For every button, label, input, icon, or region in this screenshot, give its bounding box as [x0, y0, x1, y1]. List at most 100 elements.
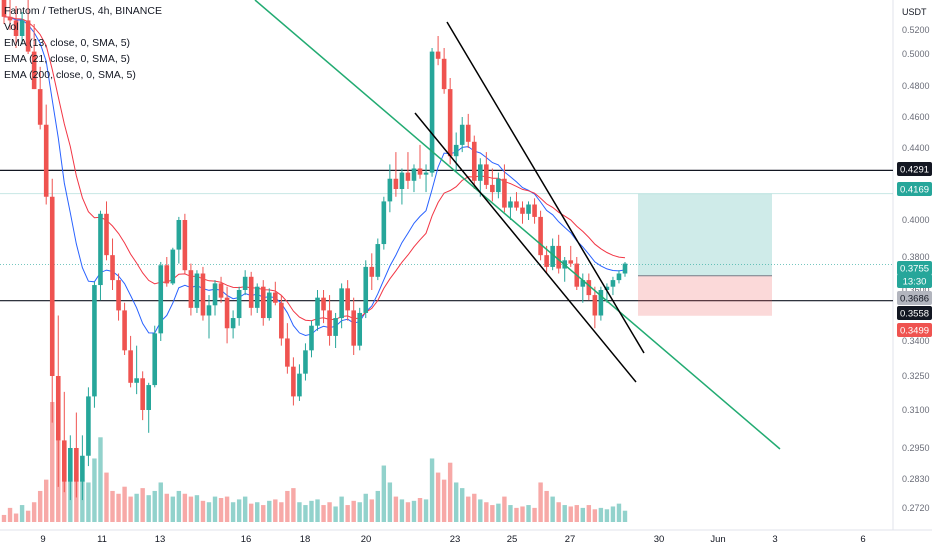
volume-bar [447, 462, 453, 522]
volume-bar [104, 472, 109, 522]
candle-body [309, 325, 314, 351]
volume-bar [98, 437, 103, 522]
volume-bar [550, 496, 555, 522]
volume-bar [92, 458, 97, 522]
x-tick-label: 16 [241, 534, 252, 545]
volume-bar [273, 499, 278, 522]
volume-bar [333, 506, 338, 522]
volume-bar [502, 496, 507, 522]
volume-bar [236, 499, 242, 522]
candle-body [61, 440, 67, 482]
price-tag: 0.3755 [897, 261, 932, 275]
indicator-ema21[interactable]: EMA (21, close, 0, SMA, 5) [4, 53, 131, 65]
volume-bar [460, 488, 465, 522]
x-tick-label: 27 [565, 534, 576, 545]
x-tick-label: 20 [361, 534, 372, 545]
volume-bar [170, 496, 176, 522]
volume-bar [381, 465, 387, 522]
price-tag-bg [897, 182, 932, 196]
candle-body [592, 295, 598, 316]
candle-body [37, 89, 43, 125]
volume-bar [25, 510, 31, 522]
volume-bar [44, 479, 49, 522]
x-tick-label: 13 [155, 534, 166, 545]
volume-bar [315, 499, 320, 522]
candle-body [25, 20, 31, 52]
candle-body [321, 297, 326, 311]
candle-body [478, 164, 483, 181]
candle-body [502, 178, 507, 208]
candle-body [538, 216, 543, 256]
candle-body [194, 273, 200, 308]
y-tick-label: 0.3250 [902, 371, 930, 381]
volume-bar [176, 490, 182, 522]
candle-body [285, 338, 290, 367]
volume-bar [387, 482, 393, 522]
candle-body [188, 270, 194, 308]
volume-bar [568, 506, 573, 522]
price-tag-bg [897, 162, 932, 176]
volume-bar [453, 482, 459, 522]
ema13-line [3, 16, 626, 337]
volume-bar [267, 500, 272, 522]
y-tick-label: 0.3800 [902, 252, 930, 262]
volume-bar [423, 499, 429, 522]
volume-bar [574, 505, 579, 522]
volume-bar [140, 488, 145, 522]
candle-body [224, 297, 230, 329]
y-tick-label: 0.2830 [902, 474, 930, 484]
y-tick-label: 0.4600 [902, 112, 930, 122]
price-tag-label: 0.3686 [900, 294, 929, 305]
position-profit-zone [638, 193, 772, 276]
candle-body [242, 276, 248, 290]
volume-bar [206, 502, 212, 522]
price-tag-bg [897, 291, 932, 305]
candle-body [423, 172, 429, 175]
candle-body [1, 0, 7, 17]
price-tag: 0.4169 [897, 182, 932, 196]
candle-body [586, 280, 592, 296]
volume-bar [490, 505, 495, 522]
volume-bar [13, 513, 19, 522]
volume-bar [345, 505, 350, 522]
price-tag: 0.3499 [897, 323, 932, 337]
price-tag-label: 13:30 [903, 277, 927, 288]
volume-bar [230, 502, 236, 522]
channel-lower-line [414, 112, 637, 383]
y-tick-label: 0.3100 [902, 405, 930, 415]
y-tick-label: 0.3400 [902, 336, 930, 346]
candle-body [128, 350, 133, 383]
candle-body [459, 124, 465, 145]
candle-body [357, 312, 363, 346]
volume-bar [31, 502, 37, 522]
candle-body [339, 288, 344, 319]
volume-bar [212, 496, 218, 522]
candle-body [134, 378, 139, 383]
y-tick-label: 0.4000 [902, 215, 930, 225]
indicator-ema13[interactable]: EMA (13, close, 0, SMA, 5) [4, 37, 131, 49]
x-tick-label: 23 [450, 534, 461, 545]
candle-body [345, 288, 350, 311]
candle-body [110, 255, 115, 281]
candle-body [152, 333, 158, 386]
volume-bar [309, 500, 314, 522]
candle-body [556, 245, 561, 269]
indicator-ema200[interactable]: EMA (200, close, 0, SMA, 5) [4, 69, 136, 81]
candle-body [369, 266, 375, 277]
volume-bar [514, 507, 519, 522]
y-tick-label: 0.4800 [902, 81, 930, 91]
indicator-vol[interactable]: Vol [4, 21, 19, 33]
candle-body [598, 290, 604, 316]
candle-body [622, 263, 628, 274]
volume-bar [224, 496, 230, 522]
x-tick-label: 18 [300, 534, 311, 545]
x-tick-label: 3 [772, 534, 777, 545]
candle-body [212, 283, 218, 306]
candle-body [399, 172, 405, 189]
candle-body [333, 318, 338, 336]
candle-body [248, 276, 254, 308]
candle-body [13, 20, 19, 36]
candle-body [580, 280, 586, 287]
